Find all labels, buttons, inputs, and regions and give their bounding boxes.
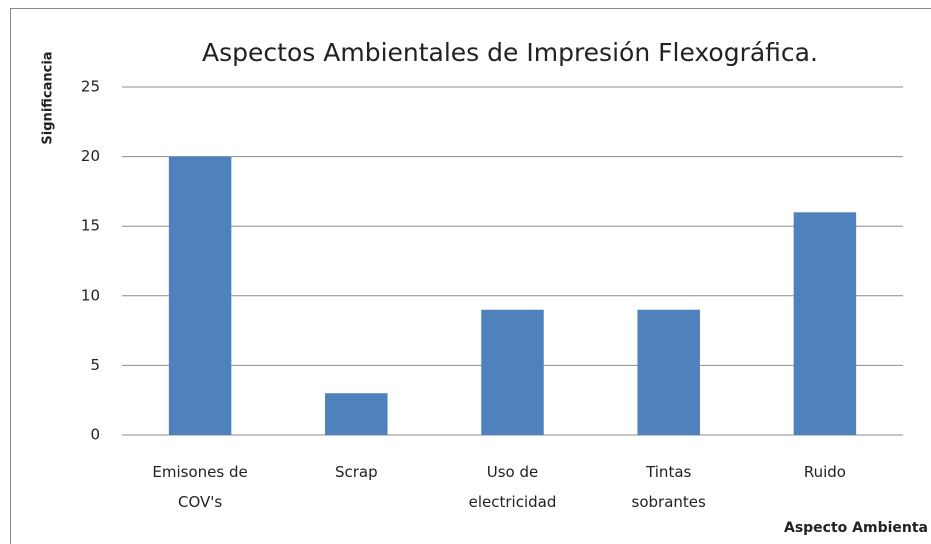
- x-tick-label: Scrap: [335, 463, 378, 481]
- x-tick-label: Ruido: [804, 463, 846, 481]
- x-axis-label: Aspecto Ambienta: [784, 520, 928, 536]
- y-tick-label: 25: [81, 78, 100, 96]
- bar: [325, 393, 388, 435]
- bar: [637, 309, 700, 435]
- y-tick-label: 0: [90, 426, 100, 444]
- y-axis-label: Significancia: [41, 51, 56, 144]
- x-tick-label: Tintas sobrantes: [632, 463, 706, 511]
- y-tick-label: 5: [90, 356, 100, 374]
- y-tick-label: 10: [81, 286, 100, 304]
- chart-title: Aspectos Ambientales de Impresión Flexog…: [202, 38, 818, 67]
- chart-border: [10, 8, 931, 544]
- bar: [168, 156, 232, 435]
- bar: [481, 309, 544, 435]
- y-tick-label: 20: [81, 147, 100, 165]
- bar: [793, 212, 857, 435]
- y-tick-label: 15: [81, 217, 100, 235]
- x-tick-label: Uso de electricidad: [469, 463, 557, 511]
- x-tick-label: Emisones de COV's: [152, 463, 247, 511]
